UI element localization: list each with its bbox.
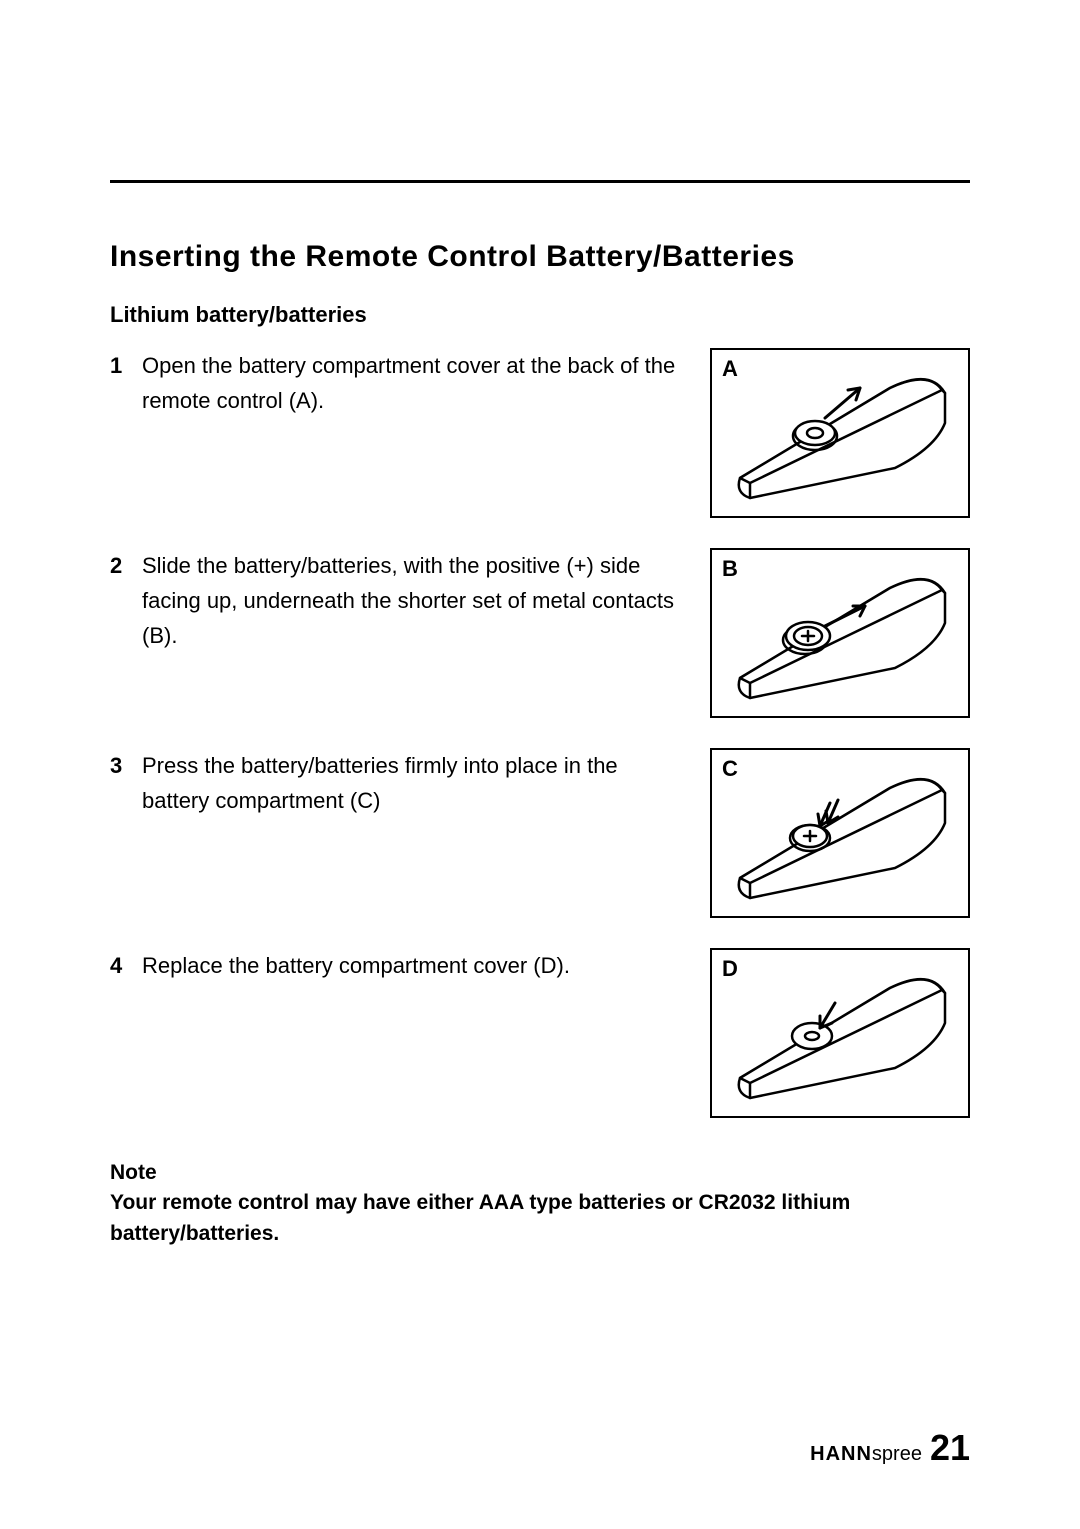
figure-label: C <box>722 756 738 782</box>
step-text: Press the battery/batteries firmly into … <box>142 748 710 818</box>
page-footer: HANNspree 21 <box>810 1427 970 1469</box>
brand-part-1: HANN <box>810 1443 872 1465</box>
brand-part-2: spree <box>872 1443 922 1465</box>
step-text: Slide the battery/batteries, with the po… <box>142 548 710 654</box>
step-number: 4 <box>110 948 142 983</box>
content: Inserting the Remote Control Battery/Bat… <box>110 240 970 1249</box>
step-number: 2 <box>110 548 142 583</box>
step-figure: C <box>710 748 970 918</box>
figure-label: A <box>722 356 738 382</box>
step-text: Open the battery compartment cover at th… <box>142 348 710 418</box>
figure-label: D <box>722 956 738 982</box>
figure-box: C <box>710 748 970 918</box>
step-number: 3 <box>110 748 142 783</box>
top-rule <box>110 180 970 183</box>
figure-label: B <box>722 556 738 582</box>
remote-diagram-b-icon <box>720 556 960 710</box>
step-text: Replace the battery compartment cover (D… <box>142 948 710 983</box>
note-text: Your remote control may have either AAA … <box>110 1188 970 1249</box>
step-row: 4 Replace the battery compartment cover … <box>110 948 970 1118</box>
figure-box: D <box>710 948 970 1118</box>
remote-diagram-c-icon <box>720 756 960 910</box>
page-number: 21 <box>930 1427 970 1469</box>
step-figure: A <box>710 348 970 518</box>
remote-diagram-a-icon <box>720 356 960 510</box>
step-row: 3 Press the battery/batteries firmly int… <box>110 748 970 918</box>
note-block: Note Your remote control may have either… <box>110 1158 970 1249</box>
subheading: Lithium battery/batteries <box>110 302 970 328</box>
step-number: 1 <box>110 348 142 383</box>
step-row: 2 Slide the battery/batteries, with the … <box>110 548 970 718</box>
page: Inserting the Remote Control Battery/Bat… <box>0 0 1080 1529</box>
steps-list: 1 Open the battery compartment cover at … <box>110 348 970 1148</box>
remote-diagram-d-icon <box>720 956 960 1110</box>
section-title: Inserting the Remote Control Battery/Bat… <box>110 240 970 274</box>
brand-mark: HANNspree <box>810 1443 922 1466</box>
step-row: 1 Open the battery compartment cover at … <box>110 348 970 518</box>
figure-box: B <box>710 548 970 718</box>
figure-box: A <box>710 348 970 518</box>
step-figure: D <box>710 948 970 1118</box>
step-figure: B <box>710 548 970 718</box>
note-label: Note <box>110 1158 970 1188</box>
